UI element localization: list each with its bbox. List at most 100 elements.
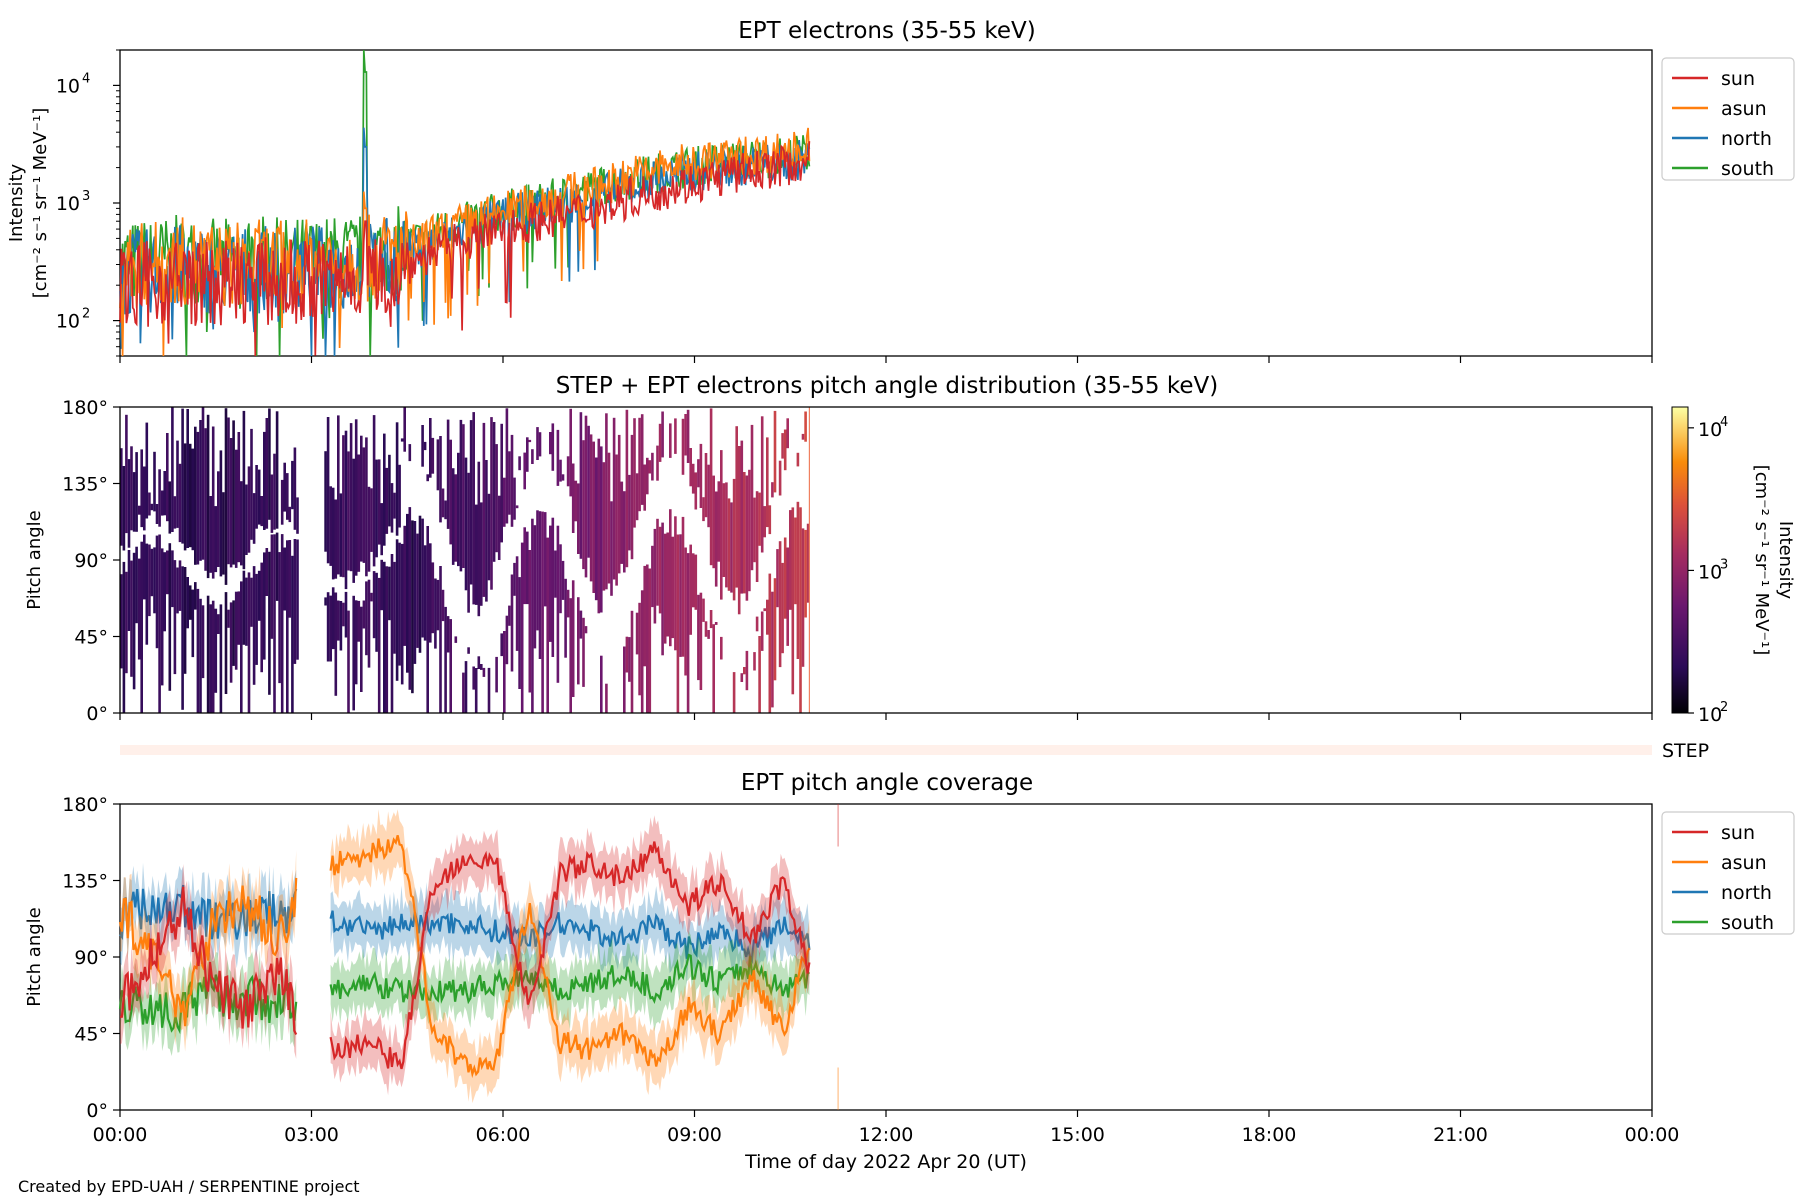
heatmap-cell [714,491,718,587]
heatmap-cell [337,600,340,641]
heatmap-cell [390,483,394,533]
heatmap-cell [640,414,644,505]
heatmap-cell [577,483,580,554]
heatmap-cell [388,566,391,621]
heatmap-cell [296,497,299,534]
heatmap-cell [623,646,626,713]
heatmap-cell [252,566,256,685]
panel3-series-north [119,884,298,941]
heatmap-cell [388,454,391,527]
heatmap-cell [273,534,276,713]
heatmap-cell [505,615,509,665]
heatmap-cell [153,451,156,512]
heatmap-cell [556,429,560,486]
heatmap-cell [480,664,483,670]
heatmap-cell [592,441,595,593]
heatmap-cell [153,547,156,614]
xtick-label: 09:00 [667,1124,722,1146]
heatmap-cell [796,501,800,659]
heatmap-cell [362,447,366,563]
heatmap-cell [173,496,177,529]
heatmap-cell [635,612,639,655]
panel1-legend-label-north: north [1721,128,1772,150]
heatmap-cell [600,446,603,613]
heatmap-cell [571,580,575,697]
heatmap-cell [383,433,386,546]
heatmap-cell [462,424,465,568]
heatmap-cell [503,631,506,713]
panel3-legend-label-asun: asun [1721,852,1767,874]
heatmap-cell [505,408,509,524]
heatmap-cell [554,550,557,598]
xtick-label: 06:00 [476,1124,531,1146]
heatmap-cell [365,581,368,656]
heatmap-cell [132,472,136,532]
heatmap-cell [206,595,210,713]
heatmap-cell [709,408,713,566]
heatmap-cell [707,630,710,639]
heatmap-cell [515,505,519,509]
heatmap-cell [436,439,440,491]
heatmap-cell [286,473,289,520]
heatmap-cell [679,534,682,657]
heatmap-cell [571,463,575,533]
heatmap-cell [168,481,172,534]
heatmap-cell [686,409,690,463]
heatmap-cell [699,443,703,508]
heatmap-cell [385,566,389,713]
heatmap-cell [446,616,450,653]
xtick-label: 21:00 [1433,1124,1488,1146]
panel3-legend-label-north: north [1721,882,1772,904]
heatmap-cell [260,496,263,527]
heatmap-cell [411,520,414,694]
heatmap-cell [745,475,749,601]
heatmap-cell [145,543,149,645]
heatmap-cell [370,488,373,552]
heatmap-cell [689,448,692,487]
panel3-series-sun [119,886,298,1035]
heatmap-cell [582,440,585,570]
heatmap-cell [643,565,646,667]
heatmap-cell [474,504,478,605]
heatmap-cell [755,616,759,632]
heatmap-cell [148,544,151,617]
heatmap-cell [526,531,529,605]
heatmap-cell [211,426,215,579]
heatmap-cell [372,571,376,639]
heatmap-cell [449,439,452,545]
xtick-label: 00:00 [93,1124,148,1146]
heatmap-cell [768,505,772,535]
heatmap-cell [569,598,572,713]
heatmap-cell [176,440,179,528]
heatmap-cell [242,570,246,645]
heatmap-cell [467,472,470,613]
heatmap-cell [732,478,736,601]
panel2-heatmap [120,407,811,713]
heatmap-cell [740,673,744,682]
heatmap-cell [594,457,598,601]
panel1-legend-label-south: south [1721,158,1774,180]
heatmap-cell [268,408,271,520]
heatmap-cell [370,592,373,602]
heatmap-cell [367,486,371,572]
heatmap-cell [178,463,182,543]
heatmap-cell [444,606,447,713]
heatmap-cell [390,554,394,713]
heatmap-cell [704,621,708,637]
xtick-label: 18:00 [1242,1124,1297,1146]
heatmap-cell [155,504,159,524]
panel3-ytick-label: 0° [86,1100,108,1122]
heatmap-cell [579,412,583,559]
panel3-band-sun [330,815,810,1096]
heatmap-cell [600,655,603,713]
heatmap-cell [181,408,184,544]
heatmap-cell [214,608,218,693]
heatmap-cell [702,598,705,622]
heatmap-cell [628,637,631,682]
heatmap-cell [426,526,429,713]
heatmap-cell [518,577,521,689]
heatmap-cell [607,452,611,584]
heatmap-cell [263,552,266,660]
heatmap-cell [500,633,503,657]
